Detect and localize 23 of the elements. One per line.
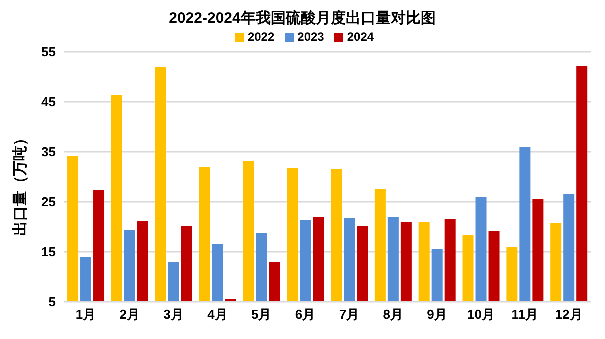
y-tick-label: 45: [42, 94, 56, 110]
x-tick-label: 7月: [339, 307, 360, 322]
x-tick-label: 10月: [467, 307, 495, 322]
legend-label: 2022: [248, 30, 275, 44]
y-tick-label: 55: [42, 44, 56, 60]
y-tick-label: 25: [42, 194, 56, 210]
y-tick-label: 35: [42, 144, 56, 160]
y-axis-title: 出口量（万吨）: [10, 130, 30, 236]
legend-label: 2024: [347, 30, 374, 44]
x-tick-label: 9月: [427, 307, 448, 322]
y-tick-label: 15: [42, 244, 56, 260]
y-tick-label: 5: [48, 294, 56, 310]
x-tick-label: 12月: [555, 307, 583, 322]
x-tick-label: 1月: [76, 307, 96, 322]
x-tick-label: 8月: [383, 307, 404, 322]
x-tick-label: 6月: [295, 307, 316, 322]
x-tick-label: 11月: [512, 307, 538, 322]
x-tick-label: 4月: [208, 307, 228, 322]
x-tick-label: 5月: [252, 307, 272, 322]
legend-label: 2023: [298, 30, 324, 44]
x-tick-label: 2月: [120, 307, 140, 322]
x-tick-label: 3月: [164, 307, 184, 322]
chart-title: 2022-2024年我国硫酸月度出口量对比图: [168, 9, 437, 29]
